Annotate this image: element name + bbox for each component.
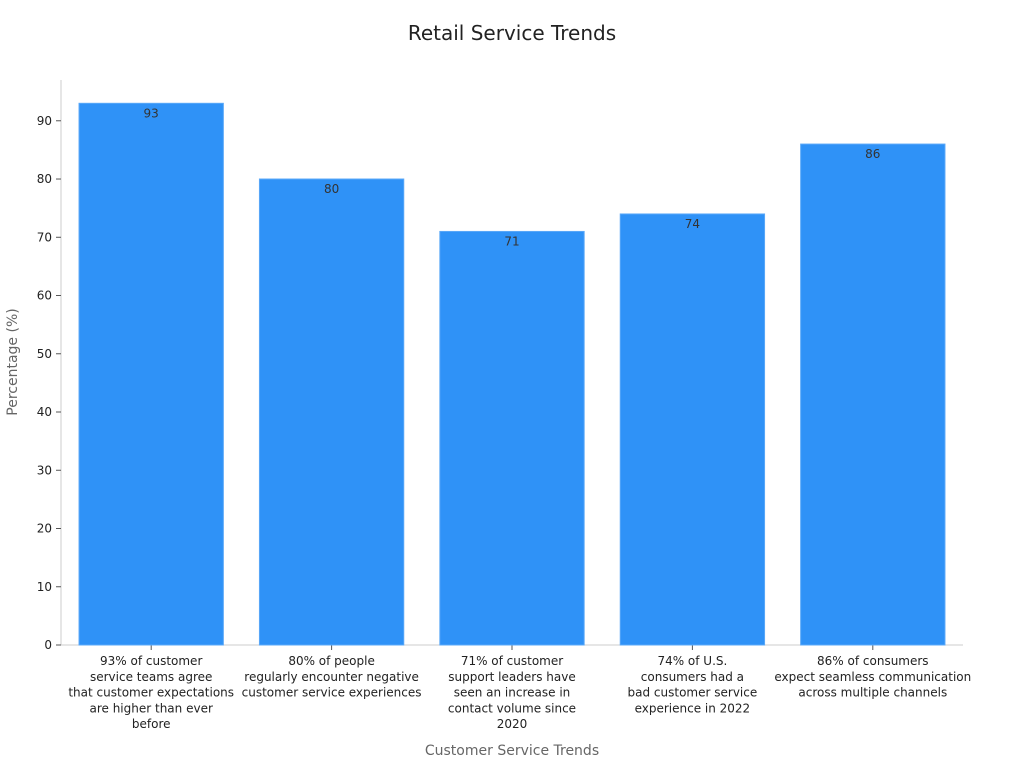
- bar-value-label: 93: [144, 106, 159, 120]
- x-tick-label: 80% of people regularly encounter negativ…: [242, 654, 422, 700]
- x-tick-label-line: contact volume since: [448, 701, 576, 715]
- x-tick-label-line: bad customer service: [628, 686, 758, 700]
- y-tick-label: 60: [37, 289, 52, 303]
- x-tick-label-line: across multiple channels: [798, 686, 947, 700]
- y-axis: 0 10 20 30 40 50 60 70 80 90: [37, 80, 62, 652]
- x-tick-label-line: service teams agree: [90, 670, 212, 684]
- y-tick-label: 0: [44, 638, 52, 652]
- bar-value-label: 74: [685, 217, 700, 231]
- chart-title: Retail Service Trends: [408, 21, 616, 45]
- x-tick-label: 74% of U.S. consumers had a bad customer s…: [628, 654, 758, 715]
- y-tick-label: 80: [37, 172, 52, 186]
- x-tick-label: 86% of consumers expect seamless communic…: [774, 654, 971, 700]
- x-tick-label-line: 71% of customer: [461, 654, 563, 668]
- bar-series: 93 80 71 74 86: [78, 102, 946, 646]
- x-tick-label-line: are higher than ever: [89, 701, 212, 715]
- y-axis-label: Percentage (%): [5, 308, 21, 415]
- y-tick-label: 30: [37, 463, 52, 477]
- y-tick-label: 50: [37, 347, 52, 361]
- x-tick-label-line: customer service experiences: [242, 686, 422, 700]
- x-tick-label-line: seen an increase in: [454, 686, 571, 700]
- x-tick-label-line: expect seamless communication: [774, 670, 971, 684]
- y-tick-label: 70: [37, 230, 52, 244]
- x-tick-label: 71% of customer support leaders have seen …: [448, 654, 576, 731]
- x-tick-label-line: 74% of U.S.: [657, 654, 727, 668]
- x-axis: 93% of customer service teams agree that c…: [61, 644, 971, 731]
- x-tick-label-line: 2020: [497, 717, 528, 731]
- bar: [258, 178, 405, 646]
- y-tick-label: 20: [37, 522, 52, 536]
- x-tick-label-line: support leaders have: [448, 670, 575, 684]
- y-tick-label: 90: [37, 114, 52, 128]
- x-tick-label-line: before: [132, 717, 171, 731]
- x-tick-label-line: consumers had a: [641, 670, 744, 684]
- bar: [619, 213, 766, 646]
- x-tick-label-line: 93% of customer: [100, 654, 202, 668]
- bar-value-label: 71: [504, 234, 519, 248]
- x-axis-label: Customer Service Trends: [425, 743, 599, 759]
- x-tick-label-line: 80% of people: [288, 654, 375, 668]
- y-tick-label: 40: [37, 405, 52, 419]
- bar: [800, 143, 946, 646]
- bar: [78, 102, 224, 646]
- bar-value-label: 86: [865, 147, 880, 161]
- bar-value-label: 80: [324, 182, 339, 196]
- x-tick-label: 93% of customer service teams agree that c…: [68, 654, 234, 731]
- y-tick-label: 10: [37, 580, 52, 594]
- bar: [439, 230, 585, 646]
- x-tick-label-line: that customer expectations: [68, 686, 234, 700]
- x-tick-label-line: regularly encounter negative: [244, 670, 419, 684]
- x-tick-label-line: experience in 2022: [635, 701, 751, 715]
- x-tick-label-line: 86% of consumers: [817, 654, 929, 668]
